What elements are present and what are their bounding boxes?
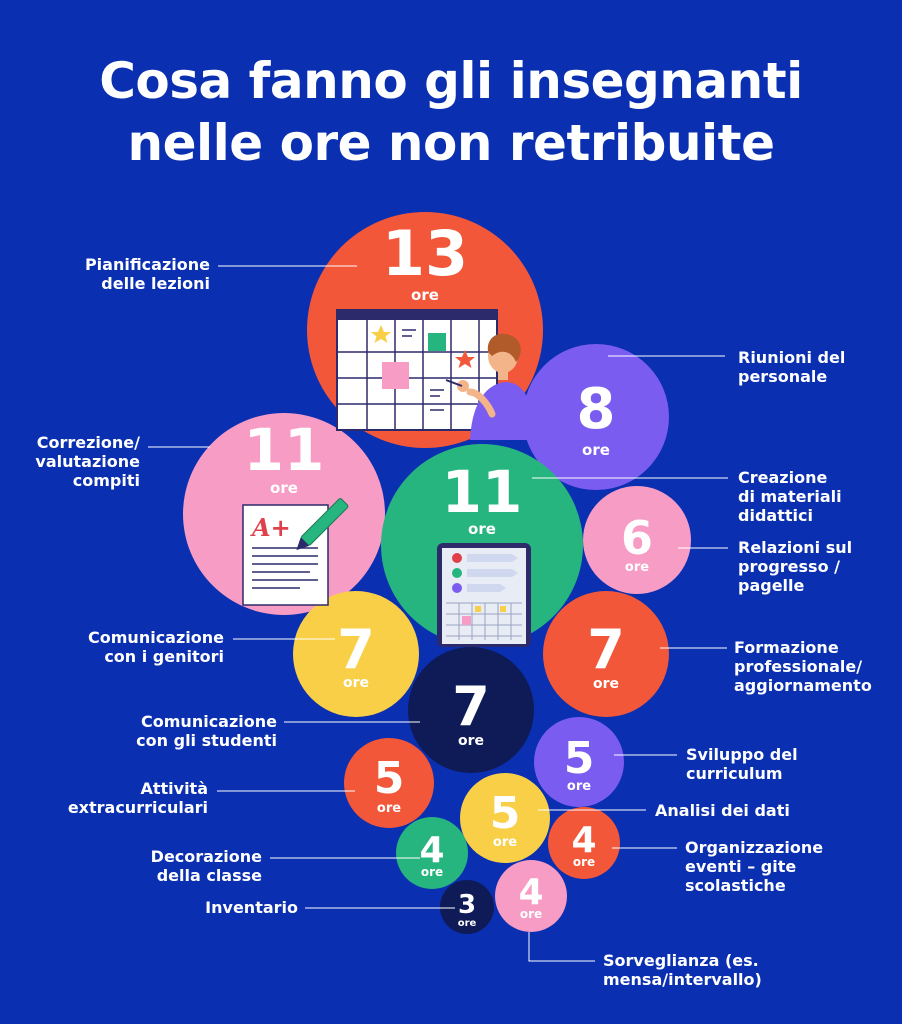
value-label-creazione-di-materiali-didattici: 11 (442, 458, 523, 526)
category-label-riunioni-del-personale: Riunioni del personale (738, 348, 845, 386)
connector-sorveglianza-es-mensa-intervallo (529, 932, 595, 961)
value-label-riunioni-del-personale: 8 (577, 377, 616, 442)
unit-label-creazione-di-materiali-didattici: ore (468, 520, 496, 538)
value-label-sviluppo-del-curriculum: 5 (564, 733, 595, 784)
category-label-decorazione-della-classe: Decorazione della classe (151, 847, 262, 885)
unit-label-organizzazione-eventi-gite-scolastiche: ore (573, 855, 595, 869)
svg-text:A+: A+ (250, 513, 291, 542)
value-label-inventario: 3 (458, 890, 476, 920)
value-label-correzione-valutazione-compiti: 11 (244, 416, 325, 484)
unit-label-decorazione-della-classe: ore (421, 865, 443, 879)
category-label-sorveglianza-es-mensa-intervallo: Sorveglianza (es. mensa/intervallo) (603, 951, 762, 989)
category-label-pianificazione-delle-lezioni: Pianificazione delle lezioni (85, 255, 210, 293)
unit-label-relazioni-sul-progresso-pagelle: ore (625, 560, 649, 575)
unit-label-sorveglianza-es-mensa-intervallo: ore (520, 907, 542, 921)
unit-label-pianificazione-delle-lezioni: ore (411, 286, 439, 304)
tablet-illustration (437, 543, 531, 647)
unit-label-comunicazione-con-gli-studenti: ore (458, 733, 484, 749)
unit-label-comunicazione-con-i-genitori: ore (343, 675, 369, 691)
category-label-correzione-valutazione-compiti: Correzione/valutazione compiti (35, 433, 140, 490)
unit-label-sviluppo-del-curriculum: ore (567, 779, 591, 794)
category-label-comunicazione-con-gli-studenti: Comunicazione con gli studenti (136, 712, 277, 750)
unit-label-correzione-valutazione-compiti: ore (270, 479, 298, 497)
unit-label-inventario: ore (458, 918, 477, 929)
category-label-creazione-di-materiali-didattici: Creazione di materiali didattici (738, 468, 842, 525)
unit-label-analisi-dei-dati: ore (493, 835, 517, 850)
value-label-relazioni-sul-progresso-pagelle: 6 (621, 511, 653, 565)
unit-label-formazione-professionale-aggiornamento: ore (593, 676, 619, 692)
value-label-formazione-professionale-aggiornamento: 7 (587, 618, 625, 681)
category-label-comunicazione-con-i-genitori: Comunicazione con i genitori (88, 628, 224, 666)
unit-label-riunioni-del-personale: ore (582, 441, 610, 459)
category-label-relazioni-sul-progresso-pagelle: Relazioni sul progresso / pagelle (738, 538, 852, 595)
value-label-pianificazione-delle-lezioni: 13 (382, 217, 468, 290)
value-label-analisi-dei-dati: 5 (490, 788, 521, 839)
category-label-organizzazione-eventi-gite-scolastiche: Organizzazione eventi – gite scolastiche (685, 838, 823, 895)
value-label-comunicazione-con-gli-studenti: 7 (452, 675, 490, 738)
category-label-inventario: Inventario (205, 898, 298, 917)
category-label-analisi-dei-dati: Analisi dei dati (655, 801, 790, 820)
value-label-attivita-extracurriculari: 5 (374, 753, 405, 804)
unit-label-attivita-extracurriculari: ore (377, 801, 401, 816)
category-label-sviluppo-del-curriculum: Sviluppo del curriculum (686, 745, 798, 783)
category-label-formazione-professionale-aggiornamento: Formazione professionale/aggiornamento (734, 638, 872, 695)
value-label-comunicazione-con-i-genitori: 7 (337, 618, 375, 681)
category-label-attivita-extracurriculari: Attività extracurriculari (68, 779, 208, 817)
